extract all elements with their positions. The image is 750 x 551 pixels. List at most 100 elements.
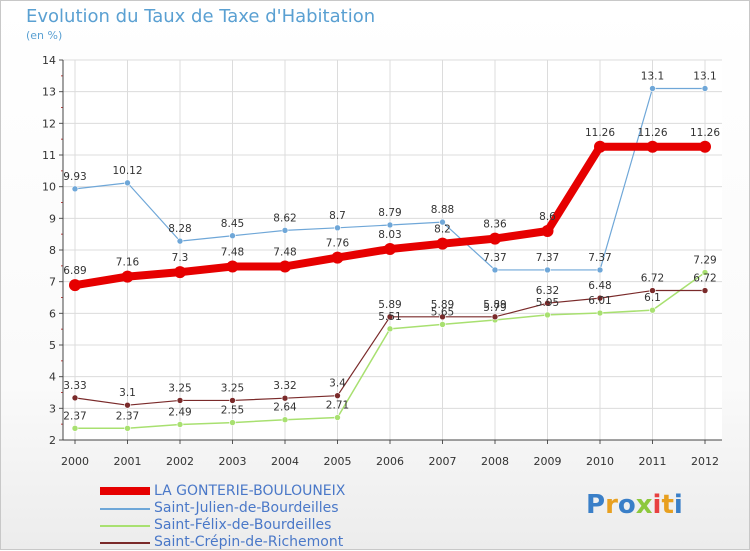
data-point-gonterie: [279, 260, 291, 273]
data-point-saint-felix: [281, 416, 289, 424]
data-label-gonterie: 8.36: [483, 219, 507, 231]
logo-letter: x: [635, 490, 653, 520]
data-label-gonterie: 8.2: [434, 224, 451, 236]
data-point-saint-crepin: [229, 397, 236, 404]
data-label-saint-felix: 2.49: [168, 406, 191, 418]
data-label-saint-crepin: 5.89: [483, 299, 506, 311]
data-point-saint-crepin: [124, 401, 131, 409]
chart-subtitle: (en %): [26, 29, 63, 42]
data-label-saint-crepin: 3.4: [329, 378, 346, 390]
data-point-gonterie: [174, 266, 186, 279]
data-point-saint-crepin: [334, 392, 341, 399]
x-tick-label: 2003: [219, 455, 247, 468]
data-point-gonterie: [646, 140, 659, 153]
data-label-saint-julien: 7.37: [588, 252, 611, 264]
data-point-saint-felix: [439, 321, 446, 328]
y-tick-label: 4: [49, 371, 56, 384]
data-label-saint-julien: 8.7: [329, 210, 346, 222]
y-tick-label: 12: [42, 117, 56, 130]
y-tick-label: 7: [49, 276, 56, 289]
data-label-gonterie: 7.76: [326, 238, 350, 250]
data-label-saint-felix: 2.55: [221, 405, 244, 417]
data-point-saint-julien: [71, 185, 79, 193]
data-point-saint-julien: [649, 85, 656, 92]
x-tick-label: 2010: [586, 455, 614, 468]
data-point-gonterie: [436, 237, 449, 250]
data-point-gonterie: [69, 279, 81, 292]
y-tick-label: 6: [49, 307, 56, 320]
data-label-saint-crepin: 3.33: [63, 380, 86, 392]
data-label-saint-crepin: 3.25: [168, 382, 191, 394]
data-point-saint-crepin: [596, 294, 604, 302]
logo-letter: i: [673, 490, 683, 520]
data-label-saint-julien: 8.79: [378, 207, 401, 219]
data-label-saint-crepin: 6.72: [641, 273, 664, 285]
data-label-saint-julien: 13.1: [693, 71, 716, 83]
data-point-saint-felix: [544, 311, 551, 319]
data-point-saint-julien: [439, 218, 446, 226]
data-point-gonterie: [384, 243, 396, 256]
data-point-saint-crepin: [544, 299, 551, 307]
x-tick-label: 2009: [534, 455, 562, 468]
data-label-saint-julien: 8.28: [168, 223, 191, 235]
data-label-gonterie: 8.6: [539, 211, 556, 223]
data-point-gonterie: [331, 251, 344, 264]
proxiti-logo: Proxiti: [586, 490, 683, 520]
data-label-saint-felix: 5.95: [536, 297, 559, 309]
x-tick-label: 2008: [481, 455, 509, 468]
y-tick-label: 13: [42, 86, 56, 99]
data-label-saint-felix: 7.29: [693, 254, 716, 266]
x-tick-label: 2002: [166, 455, 194, 468]
logo-letter: o: [617, 490, 636, 520]
data-point-saint-julien: [334, 224, 341, 232]
data-label-saint-crepin: 6.48: [588, 280, 611, 292]
data-point-saint-felix: [596, 309, 604, 317]
data-label-gonterie: 11.26: [585, 127, 615, 139]
data-label-saint-crepin: 3.1: [119, 387, 136, 399]
data-label-gonterie: 7.3: [172, 252, 189, 264]
data-point-saint-julien: [544, 266, 551, 274]
logo-letter: t: [661, 490, 674, 520]
data-label-saint-felix: 5.51: [378, 311, 401, 323]
data-label-saint-felix: 5.79: [483, 302, 506, 314]
data-label-saint-julien: 8.45: [221, 218, 244, 230]
data-point-saint-felix: [176, 421, 184, 428]
data-point-gonterie: [594, 140, 606, 153]
data-point-saint-felix: [124, 424, 131, 432]
data-label-saint-felix: 2.37: [116, 410, 139, 422]
data-point-saint-julien: [229, 232, 236, 240]
data-label-saint-felix: 5.65: [431, 306, 454, 318]
data-label-saint-felix: 6.1: [644, 292, 661, 304]
data-point-saint-felix: [334, 414, 341, 421]
data-label-saint-crepin: 3.25: [221, 382, 244, 394]
data-label-saint-julien: 7.37: [536, 252, 559, 264]
data-point-saint-felix: [649, 306, 656, 314]
data-label-saint-crepin: 3.32: [273, 380, 296, 392]
data-point-saint-crepin: [439, 313, 446, 321]
data-label-saint-crepin: 5.89: [378, 299, 401, 311]
data-point-saint-julien: [491, 266, 499, 274]
x-tick-label: 2001: [114, 455, 142, 468]
legend-swatch-gonterie: [100, 487, 150, 495]
x-tick-label: 2011: [639, 455, 667, 468]
data-point-gonterie: [121, 270, 134, 283]
x-tick-label: 2004: [271, 455, 299, 468]
data-point-saint-julien: [281, 227, 289, 234]
data-point-gonterie: [489, 232, 501, 245]
data-point-saint-crepin: [71, 394, 79, 402]
data-label-saint-julien: 13.1: [641, 71, 664, 83]
data-label-saint-julien: 10.12: [112, 165, 142, 177]
y-tick-label: 2: [49, 434, 56, 447]
data-label-saint-julien: 8.88: [431, 204, 454, 216]
data-label-saint-crepin: 5.89: [431, 299, 454, 311]
data-point-saint-crepin: [281, 394, 289, 402]
data-label-gonterie: 7.48: [221, 246, 244, 258]
logo-letter: i: [652, 490, 662, 520]
data-label-gonterie: 7.48: [273, 246, 296, 258]
data-point-saint-crepin: [386, 313, 394, 321]
data-point-gonterie: [699, 140, 711, 153]
data-label-saint-julien: 8.62: [273, 212, 296, 224]
y-tick-label: 11: [42, 149, 56, 162]
data-label-gonterie: 11.26: [637, 127, 667, 139]
